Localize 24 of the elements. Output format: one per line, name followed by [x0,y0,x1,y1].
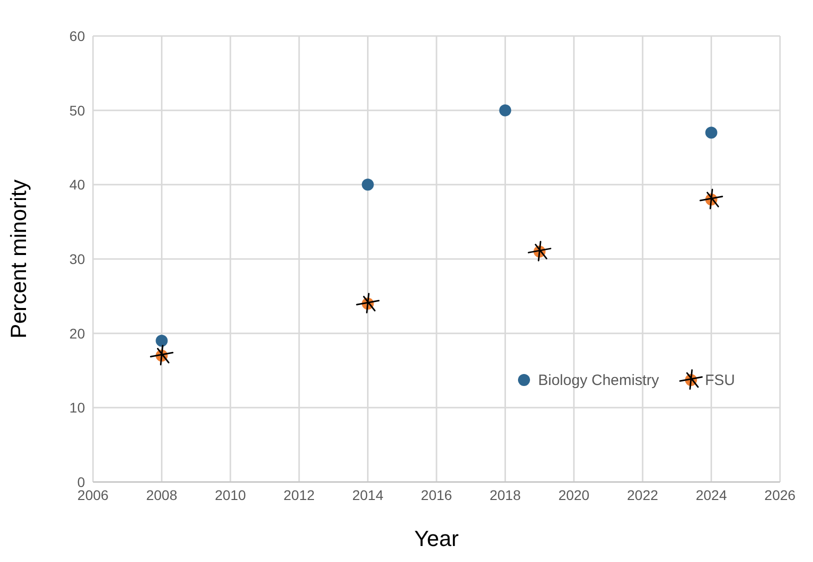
y-axis-title: Percent minority [6,180,31,338]
point [156,334,168,347]
x-tick-label: 2024 [696,486,728,503]
point [705,126,718,139]
legend-label: Biology Chemistry [537,370,659,390]
y-tick-label: 40 [69,176,86,193]
x-tick-label: 2020 [558,486,590,503]
y-tick-label: 10 [69,400,86,416]
x-axis-title: Year [414,526,459,551]
point [499,104,512,116]
x-tick-label: 2012 [284,486,315,503]
y-tick-label: 60 [69,28,86,44]
x-tick-label: 2016 [420,486,452,503]
x-tick-label: 2008 [146,486,178,503]
x-tick-label: 2026 [764,486,796,503]
y-tick-label: 20 [69,325,86,342]
y-tick-label: 30 [69,250,86,267]
x-tick-label: 2018 [490,486,521,503]
legend-label: FSU [704,370,735,390]
x-tick-label: 2022 [627,486,658,503]
x-tick-label: 2014 [352,486,384,503]
point [362,178,374,191]
y-tick-label: 50 [69,102,86,118]
x-tick-label: 2010 [214,486,246,503]
